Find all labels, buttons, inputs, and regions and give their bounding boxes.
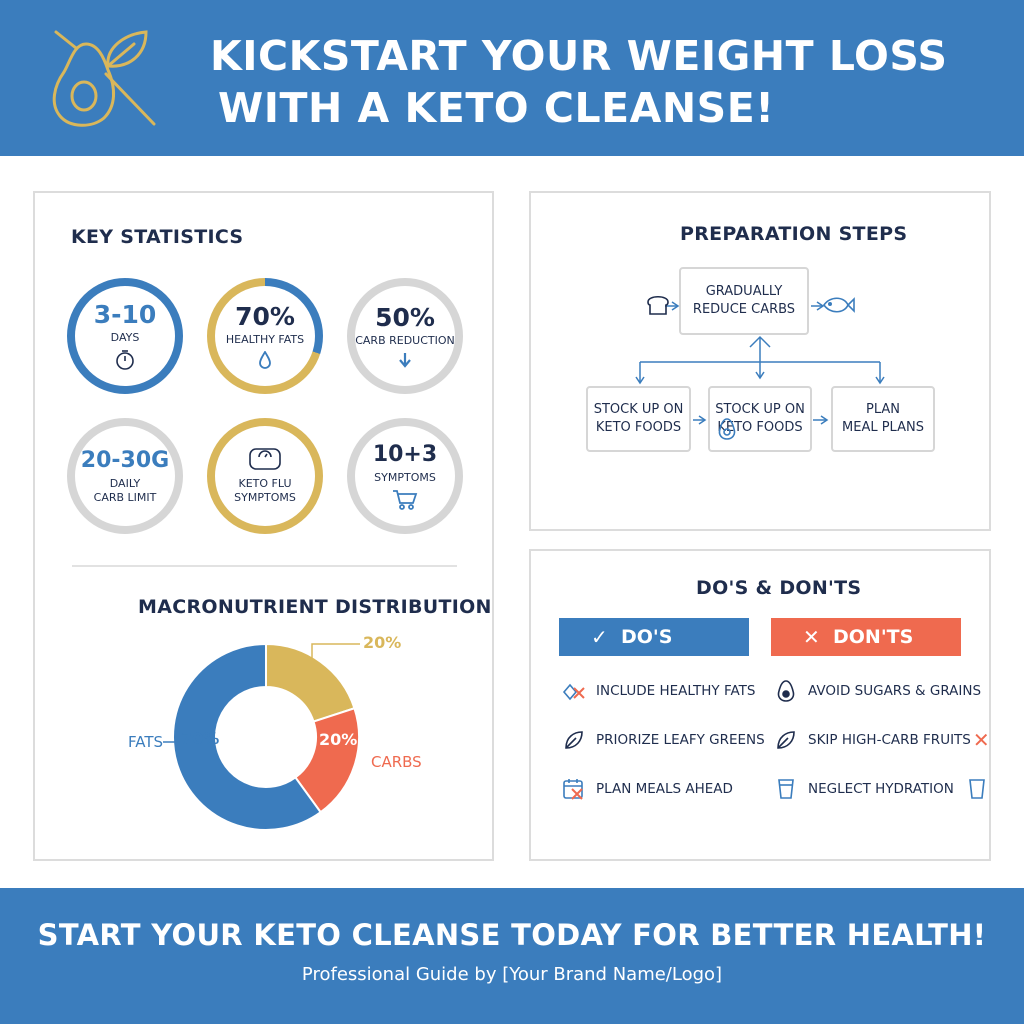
section-divider xyxy=(72,565,457,567)
do-text: PLAN MEALS AHEAD xyxy=(596,781,733,797)
stat-label: HEALTHY FATS xyxy=(225,333,305,346)
carbs-label: CARBS xyxy=(371,753,422,771)
food-icon xyxy=(562,683,585,701)
stat-label: DAYS xyxy=(110,331,140,344)
stat-value: 50% xyxy=(375,303,435,332)
dont-text: NEGLECT HYDRATION xyxy=(808,781,954,797)
fats-label: FATS xyxy=(128,733,164,751)
gold-percent: 20% xyxy=(363,633,402,652)
title-line-2: WITH A KETO CLEANSE! xyxy=(218,84,775,132)
close-icon: ✕ xyxy=(803,625,820,649)
do-text: PRIORIZE LEAFY GREENS xyxy=(596,732,765,748)
do-item: PLAN MEALS AHEAD xyxy=(562,777,733,801)
dont-item: AVOID SUGARS & GRAINS xyxy=(774,679,981,703)
donts-label: DON'TS xyxy=(833,626,914,648)
header-banner: KICKSTART YOUR WEIGHT LOSS WITH A KETO C… xyxy=(0,0,1024,156)
leaf-icon xyxy=(777,731,795,749)
footer-brand: Professional Guide by [Your Brand Name/L… xyxy=(301,964,723,985)
footer-banner: START YOUR KETO CLEANSE TODAY FOR BETTER… xyxy=(0,888,1024,1024)
stopwatch-icon xyxy=(116,350,134,370)
calendar-icon xyxy=(563,779,583,800)
fish-icon xyxy=(823,297,855,313)
stat-value: 70% xyxy=(235,302,295,331)
dont-item: NEGLECT HYDRATION xyxy=(774,777,988,801)
dos-donts-title: DO'S & DON'TS xyxy=(696,577,862,599)
step-line-1: GRADUALLY xyxy=(705,284,783,299)
stat-label-2: SYMPTOMS xyxy=(234,491,296,504)
carbs-percent: 20% xyxy=(319,730,358,749)
arrow-down-icon xyxy=(399,353,411,368)
step-line-1: PLAN xyxy=(866,402,900,417)
fats-percent: 70% xyxy=(181,729,220,748)
stat-label-1: KETO FLU xyxy=(238,477,292,490)
step-line-2: MEAL PLANS xyxy=(842,420,924,435)
step-line-2: KETO FOODS xyxy=(595,420,682,435)
scale-icon xyxy=(249,448,281,470)
bread-icon xyxy=(647,295,669,315)
stat-label: SYMPTOMS xyxy=(374,471,436,484)
dont-text: AVOID SUGARS & GRAINS xyxy=(808,683,982,699)
cart-icon xyxy=(393,490,418,510)
dos-label: DO'S xyxy=(621,626,673,648)
footer-cta: START YOUR KETO CLEANSE TODAY FOR BETTER… xyxy=(37,918,987,952)
leaf-icon xyxy=(565,731,583,749)
step-reduce-carbs: GRADUALLY REDUCE CARBS xyxy=(679,267,809,335)
step-line-2: KETO FOODS xyxy=(717,420,803,435)
title-line-1: KICKSTART YOUR WEIGHT LOSS xyxy=(210,32,948,80)
dos-banner: ✓ DO'S xyxy=(559,618,749,656)
stat-inner: 70% HEALTHY FATS xyxy=(215,286,315,386)
dos-donts-panel xyxy=(529,549,991,861)
stat-keto-flu: KETO FLU SYMPTOMS xyxy=(207,418,323,534)
stat-label-1: DAILY xyxy=(109,477,141,490)
check-icon: ✓ xyxy=(591,625,608,649)
avocado-leaf-icon xyxy=(52,30,156,127)
dont-text: SKIP HIGH-CARB FRUITS xyxy=(808,732,971,748)
glass-icon xyxy=(968,779,985,799)
stat-value: 10+3 xyxy=(372,442,438,467)
avocado-icon xyxy=(718,418,736,440)
stat-value: 3-10 xyxy=(93,300,157,329)
stat-value: 20-30G xyxy=(80,448,170,473)
stat-label: CARB REDUCTION xyxy=(355,334,455,347)
step-line-1: STOCK UP ON xyxy=(593,402,684,417)
dont-item: SKIP HIGH-CARB FRUITS ✕ xyxy=(774,728,990,752)
page-title: KICKSTART YOUR WEIGHT LOSS WITH A KETO C… xyxy=(210,30,990,134)
donts-banner: ✕ DON'TS xyxy=(771,618,961,656)
do-item: PRIORIZE LEAFY GREENS xyxy=(562,728,765,752)
preparation-title: PREPARATION STEPS xyxy=(680,223,908,245)
step-line-2: REDUCE CARBS xyxy=(692,302,796,317)
droplet-icon xyxy=(259,351,271,369)
do-item: INCLUDE HEALTHY FATS xyxy=(562,679,756,703)
stat-healthy-fats: 70% HEALTHY FATS xyxy=(207,278,323,394)
glass-icon xyxy=(778,779,794,799)
stat-symptoms: 10+3 SYMPTOMS xyxy=(347,418,463,534)
stat-days: 3-10 DAYS xyxy=(67,278,183,394)
cross-icon: ✕ xyxy=(972,728,990,752)
key-statistics-title: KEY STATISTICS xyxy=(71,226,244,248)
step-plan-meals: PLAN MEAL PLANS xyxy=(831,386,935,452)
stat-label-2: CARB LIMIT xyxy=(93,491,157,504)
stat-daily-carb-limit: 20-30G DAILY CARB LIMIT xyxy=(67,418,183,534)
stat-carb-reduction: 50% CARB REDUCTION xyxy=(347,278,463,394)
avocado-icon xyxy=(777,680,795,702)
step-stock-up-1: STOCK UP ON KETO FOODS xyxy=(586,386,691,452)
step-line-1: STOCK UP ON xyxy=(715,402,805,417)
do-text: INCLUDE HEALTHY FATS xyxy=(596,683,756,699)
macronutrient-title: MACRONUTRIENT DISTRIBUTION xyxy=(138,596,492,618)
